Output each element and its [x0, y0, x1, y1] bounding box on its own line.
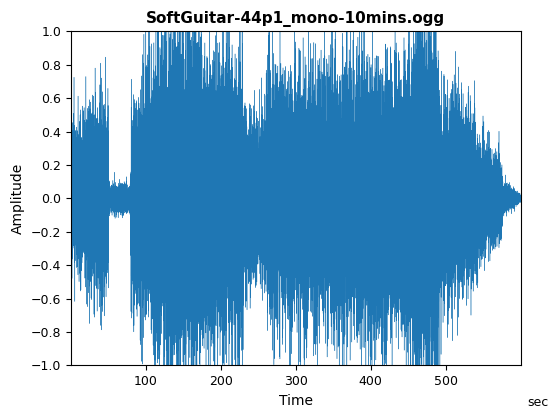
Title: SoftGuitar-44p1_mono-10mins.ogg: SoftGuitar-44p1_mono-10mins.ogg [146, 11, 445, 27]
X-axis label: Time: Time [279, 394, 313, 408]
Y-axis label: Amplitude: Amplitude [11, 163, 25, 234]
Text: sec: sec [528, 396, 549, 409]
